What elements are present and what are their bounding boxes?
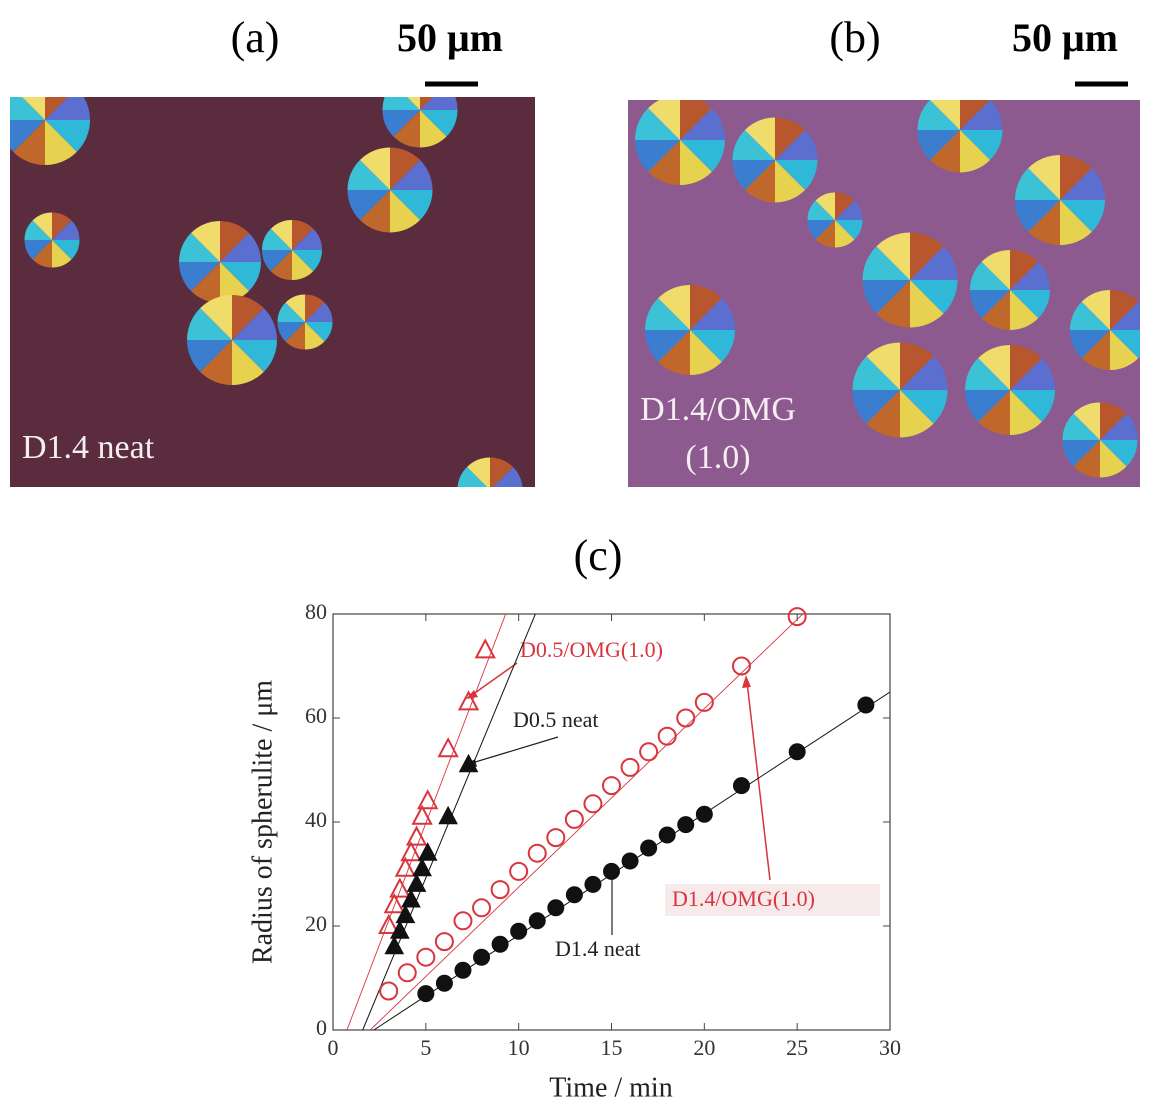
point	[384, 935, 405, 955]
annotation: D0.5/OMG(1.0)	[520, 637, 663, 662]
point	[640, 839, 658, 857]
point	[639, 742, 659, 762]
point	[458, 753, 479, 773]
point	[857, 696, 875, 714]
x-tick-label: 0	[328, 1035, 339, 1060]
point	[787, 607, 807, 627]
panel-label: (b)	[829, 13, 880, 62]
plot-area	[346, 614, 890, 1030]
plot-frame	[332, 613, 891, 1031]
annotation-bg	[665, 884, 880, 916]
fit-line	[346, 614, 507, 1030]
point	[389, 877, 411, 898]
point	[454, 961, 472, 979]
point	[437, 737, 459, 758]
point	[472, 898, 492, 918]
point	[435, 974, 453, 992]
y-tick-label: 80	[305, 599, 327, 624]
point	[378, 913, 400, 934]
point	[417, 842, 438, 861]
point	[490, 880, 510, 900]
point	[397, 963, 417, 983]
point	[390, 920, 410, 939]
y-tick-label: 60	[305, 703, 327, 728]
annotation: D0.5 neat	[513, 707, 599, 732]
point	[412, 857, 432, 877]
point	[438, 805, 458, 825]
x-axis-label: Time / min	[549, 1072, 672, 1103]
annotation: D1.4 neat	[555, 936, 641, 961]
micrograph-caption: D1.4/OMG	[640, 391, 796, 428]
point	[400, 841, 422, 862]
x-tick-label: 10	[508, 1035, 530, 1060]
point	[491, 935, 509, 953]
point	[401, 888, 421, 908]
point	[621, 852, 639, 870]
caption-bg	[636, 388, 836, 487]
micrograph	[10, 97, 535, 487]
point	[509, 861, 529, 881]
micrograph-caption: (1.0)	[685, 439, 750, 476]
point	[658, 826, 676, 844]
panel-label: (a)	[231, 13, 280, 62]
x-tick-label: 15	[601, 1035, 623, 1060]
point	[602, 776, 621, 796]
point	[731, 656, 751, 676]
point	[546, 828, 566, 848]
annotation: D1.4/OMG(1.0)	[672, 886, 815, 911]
annotation-arrows	[465, 662, 771, 935]
point	[405, 825, 428, 846]
point	[383, 893, 405, 914]
point	[584, 875, 602, 893]
scale-label: 50 μm	[397, 15, 503, 60]
y-tick-label: 20	[305, 911, 327, 936]
point	[583, 794, 603, 814]
point	[676, 708, 696, 728]
point	[677, 816, 695, 834]
x-tick-label: 30	[879, 1035, 901, 1060]
point	[434, 932, 454, 952]
point	[417, 789, 439, 810]
y-axis-label: Radius of spherulite / μm	[247, 680, 278, 964]
fit-line	[369, 614, 804, 1030]
y-tick-label: 0	[316, 1015, 327, 1040]
point	[457, 690, 480, 711]
point	[603, 862, 620, 880]
point	[527, 843, 547, 863]
point	[416, 947, 436, 967]
point	[732, 777, 750, 795]
x-tick-label: 20	[693, 1035, 715, 1060]
point	[394, 856, 417, 877]
point	[510, 922, 528, 940]
micrograph-caption: D1.4 neat	[22, 429, 155, 466]
point	[406, 873, 427, 892]
point	[395, 904, 416, 924]
panel-label: (c)	[574, 531, 623, 580]
point	[453, 911, 473, 931]
y-tick-label: 40	[305, 807, 327, 832]
point	[411, 804, 433, 825]
point	[474, 638, 496, 659]
point	[694, 692, 714, 712]
point	[528, 912, 546, 930]
x-tick-label: 25	[786, 1035, 808, 1060]
point	[379, 981, 399, 1001]
point	[695, 805, 713, 823]
point	[547, 899, 565, 917]
point	[564, 809, 584, 829]
scale-label: 50 μm	[1012, 15, 1118, 60]
point	[565, 886, 583, 904]
point	[620, 757, 640, 777]
point	[657, 726, 677, 746]
point	[417, 985, 435, 1003]
x-tick-label: 5	[420, 1035, 431, 1060]
point	[473, 948, 491, 966]
point	[788, 743, 806, 761]
